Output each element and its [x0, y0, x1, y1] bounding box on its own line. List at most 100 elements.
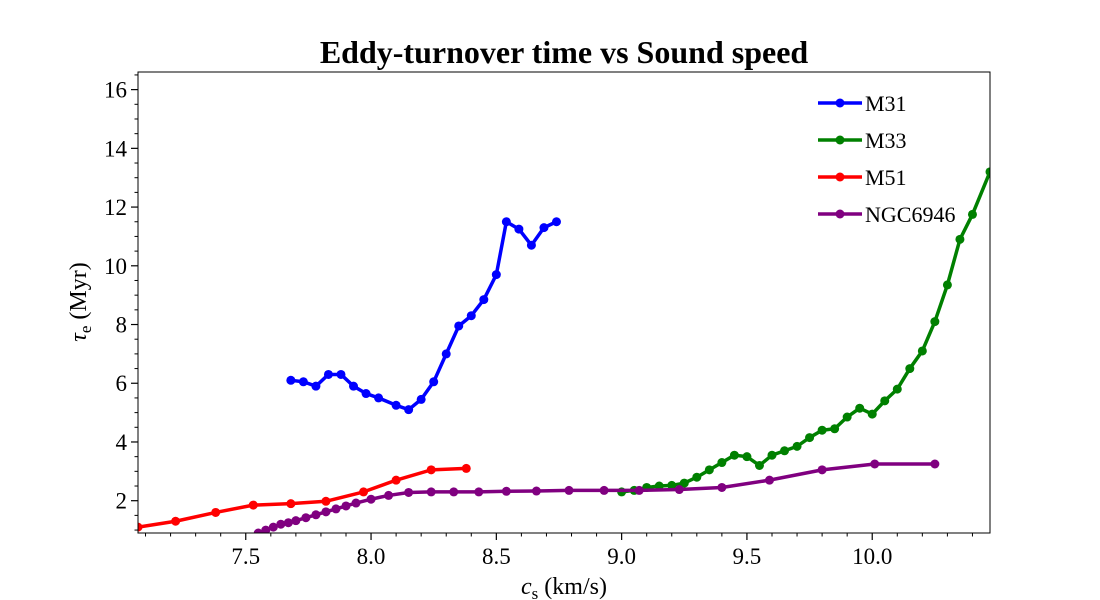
x-axis-label-main: c: [521, 574, 532, 600]
data-point-m33: [842, 412, 852, 422]
x-tick-label: 8.0: [357, 544, 386, 569]
data-point-m33: [917, 346, 927, 356]
x-tick-label: 10.0: [852, 544, 892, 569]
data-point-m31: [479, 295, 489, 305]
legend-label-m51: M51: [865, 165, 907, 190]
data-point-m33: [967, 209, 977, 219]
x-axis-label: cs (km/s): [521, 574, 607, 600]
data-point-m51: [138, 522, 143, 532]
data-point-ngc6946: [531, 486, 541, 496]
data-point-ngc6946: [634, 485, 644, 495]
data-point-ngc6946: [341, 501, 351, 511]
x-axis: 7.5 8.0 8.5 9.0 9.5 10.0: [145, 533, 973, 569]
data-point-m33: [780, 446, 790, 456]
legend-marker-m33: [835, 135, 845, 145]
data-point-m33: [754, 460, 764, 470]
plot-area: [138, 167, 990, 533]
data-point-ngc6946: [930, 459, 940, 469]
data-point-m31: [551, 217, 561, 227]
legend-label-m31: M31: [865, 91, 907, 116]
data-point-ngc6946: [449, 487, 459, 497]
data-point-m51: [171, 516, 181, 526]
y-tick-label: 8: [116, 313, 128, 338]
data-point-m51: [286, 499, 296, 509]
data-point-m33: [704, 465, 714, 475]
data-point-m51: [248, 500, 258, 510]
data-point-m33: [985, 167, 990, 177]
x-tick-label: 8.5: [482, 544, 511, 569]
data-point-m31: [441, 349, 451, 359]
data-point-m33: [792, 441, 802, 451]
y-axis-label-sub: e: [76, 326, 95, 334]
data-point-m51: [391, 475, 401, 485]
data-point-m31: [391, 400, 401, 410]
y-tick-label: 14: [104, 136, 128, 161]
data-point-m31: [501, 217, 511, 227]
data-point-m33: [867, 409, 877, 419]
data-point-m33: [717, 458, 727, 468]
series-line-m31: [290, 220, 558, 412]
data-point-m31: [298, 377, 308, 387]
series-line-m51: [138, 466, 467, 529]
legend-marker-ngc6946: [835, 209, 845, 219]
legend-label-ngc6946: NGC6946: [865, 202, 955, 227]
y-axis-label: τe (Myr): [66, 262, 95, 341]
data-point-ngc6946: [501, 486, 511, 496]
plot-frame: [137, 71, 991, 534]
data-point-m33: [817, 425, 827, 435]
y-tick-label: 6: [116, 371, 128, 396]
data-point-m31: [526, 240, 536, 250]
data-point-m51: [426, 465, 436, 475]
data-point-m33: [729, 450, 739, 460]
data-point-ngc6946: [599, 485, 609, 495]
data-point-m31: [336, 369, 346, 379]
data-point-ngc6946: [291, 516, 301, 526]
data-point-m33: [830, 424, 840, 434]
data-point-ngc6946: [764, 475, 774, 485]
legend-marker-m51: [835, 172, 845, 182]
data-point-m33: [955, 234, 965, 244]
data-point-m33: [880, 396, 890, 406]
data-point-ngc6946: [321, 507, 331, 517]
data-point-m31: [539, 223, 549, 233]
data-point-ngc6946: [674, 485, 684, 495]
data-point-m31: [286, 375, 296, 385]
data-point-m51: [359, 487, 369, 497]
y-tick-label: 16: [104, 78, 127, 103]
data-point-ngc6946: [311, 510, 321, 520]
data-point-m31: [491, 270, 501, 280]
data-point-m31: [429, 377, 439, 387]
y-tick-label: 2: [116, 489, 128, 514]
data-point-m31: [404, 405, 414, 415]
legend-marker-m31: [835, 98, 845, 108]
data-point-ngc6946: [404, 487, 414, 497]
data-point-m33: [667, 480, 677, 490]
data-point-m33: [855, 403, 865, 413]
data-point-m33: [930, 317, 940, 327]
x-tick-label: 9.0: [607, 544, 636, 569]
data-point-ngc6946: [384, 490, 394, 500]
data-point-ngc6946: [276, 519, 286, 529]
data-point-ngc6946: [717, 482, 727, 492]
data-point-m31: [374, 393, 384, 403]
data-point-m31: [361, 389, 371, 399]
data-point-m31: [349, 381, 359, 391]
x-tick-label: 7.5: [231, 544, 260, 569]
x-axis-label-unit: (km/s): [538, 574, 607, 600]
y-tick-label: 4: [116, 430, 128, 455]
data-point-m33: [942, 280, 952, 290]
data-point-ngc6946: [426, 487, 436, 497]
y-axis-label-unit: (Myr): [66, 262, 92, 325]
x-axis-label-sub: s: [532, 584, 539, 600]
data-point-m33: [905, 364, 915, 374]
data-point-m31: [514, 224, 524, 234]
data-point-ngc6946: [366, 494, 376, 504]
y-axis-label-main: τ: [66, 332, 92, 342]
data-point-ngc6946: [564, 485, 574, 495]
legend: M31 M33 M51 NGC6946: [818, 91, 955, 227]
data-point-m31: [454, 321, 464, 331]
data-point-m51: [211, 507, 221, 517]
data-point-m33: [742, 452, 752, 462]
data-point-ngc6946: [261, 525, 271, 533]
